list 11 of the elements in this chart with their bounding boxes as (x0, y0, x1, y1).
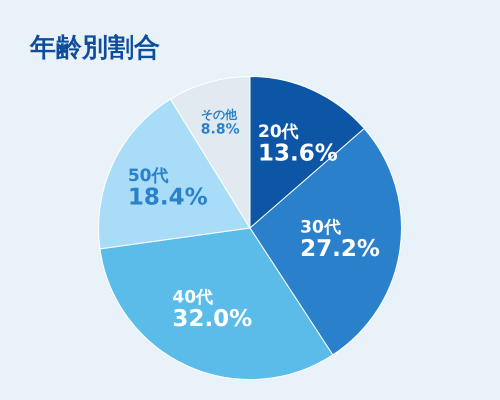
slice-label: 20代 (258, 122, 299, 142)
slice-label: その他 (200, 107, 238, 122)
chart-title: 年齢別割合 (30, 32, 160, 65)
slice-label: 40代 (172, 288, 214, 308)
data-label: 8.8% (200, 121, 240, 138)
data-label: 13.6% (258, 140, 338, 167)
slice-label: 30代 (300, 217, 341, 238)
data-label: 32.0% (172, 306, 252, 332)
data-label: 18.4% (128, 184, 208, 211)
slice-label: 50代 (128, 166, 169, 186)
data-label: 27.2% (300, 236, 380, 262)
